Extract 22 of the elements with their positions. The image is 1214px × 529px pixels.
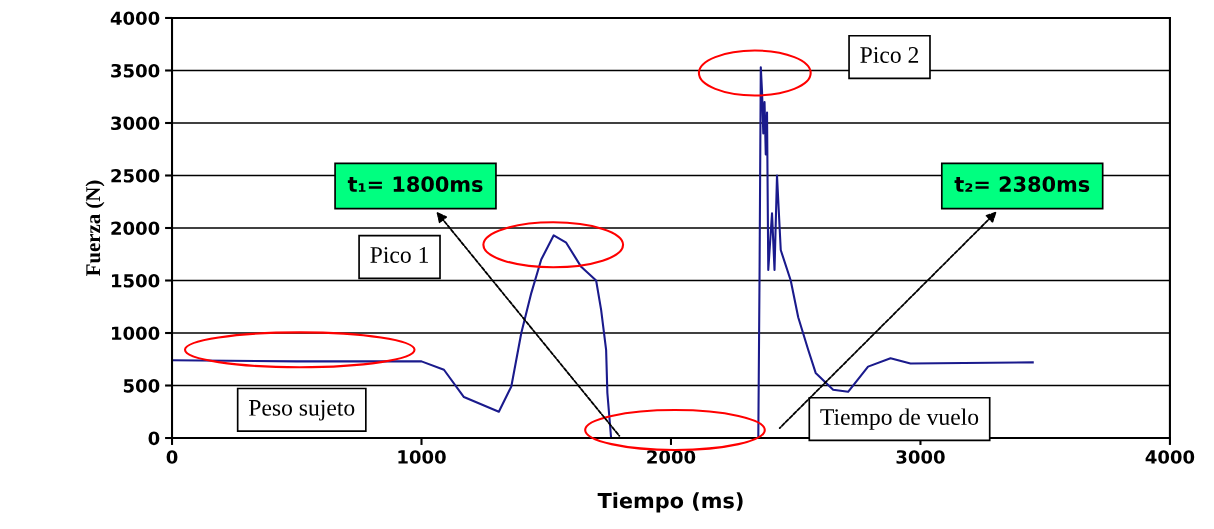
annotation: Pico 2	[860, 47, 919, 63]
x-tick-label: 3000	[896, 450, 945, 464]
y-tick-label: 1000	[112, 326, 160, 341]
annotation: t₂= 2380ms	[954, 176, 1090, 193]
x-tick-label: 2000	[647, 450, 696, 464]
y-tick-label: 3500	[111, 63, 160, 78]
x-tick-label: 1000	[398, 450, 446, 464]
x-tick-label: 4000	[1145, 450, 1195, 464]
y-tick-label: 3000	[111, 116, 160, 131]
y-tick-label: 0	[148, 431, 160, 446]
annotation: Pico 1	[370, 247, 428, 263]
annotation: t₁= 1800ms	[347, 176, 483, 193]
y-tick-label: 500	[123, 378, 160, 393]
x-tick-label: 0	[166, 450, 178, 464]
y-tick-label: 2500	[111, 168, 160, 183]
y-axis-title: Fuerza (N)	[85, 180, 105, 276]
annotation: Peso sujeto	[248, 399, 355, 421]
annotation: Tiempo de vuelo	[820, 408, 979, 430]
y-tick-label: 4000	[110, 11, 160, 26]
y-tick-label: 2000	[111, 221, 160, 236]
x-axis-title: Tiempo (ms)	[597, 492, 743, 513]
y-tick-label: 1500	[112, 273, 160, 288]
